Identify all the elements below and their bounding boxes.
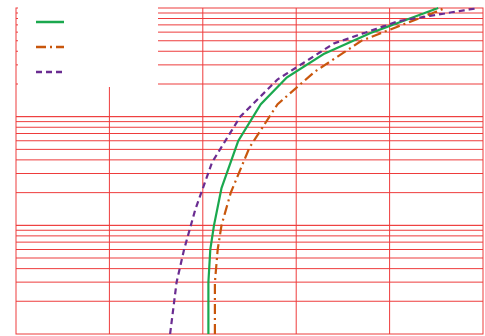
plot-frame [15, 7, 484, 335]
series-layer [169, 6, 479, 335]
series-line-3 [169, 6, 479, 335]
series-line-2 [213, 6, 446, 334]
series-line-1 [207, 6, 439, 334]
legend [18, 5, 158, 87]
grid-lines [15, 7, 484, 335]
